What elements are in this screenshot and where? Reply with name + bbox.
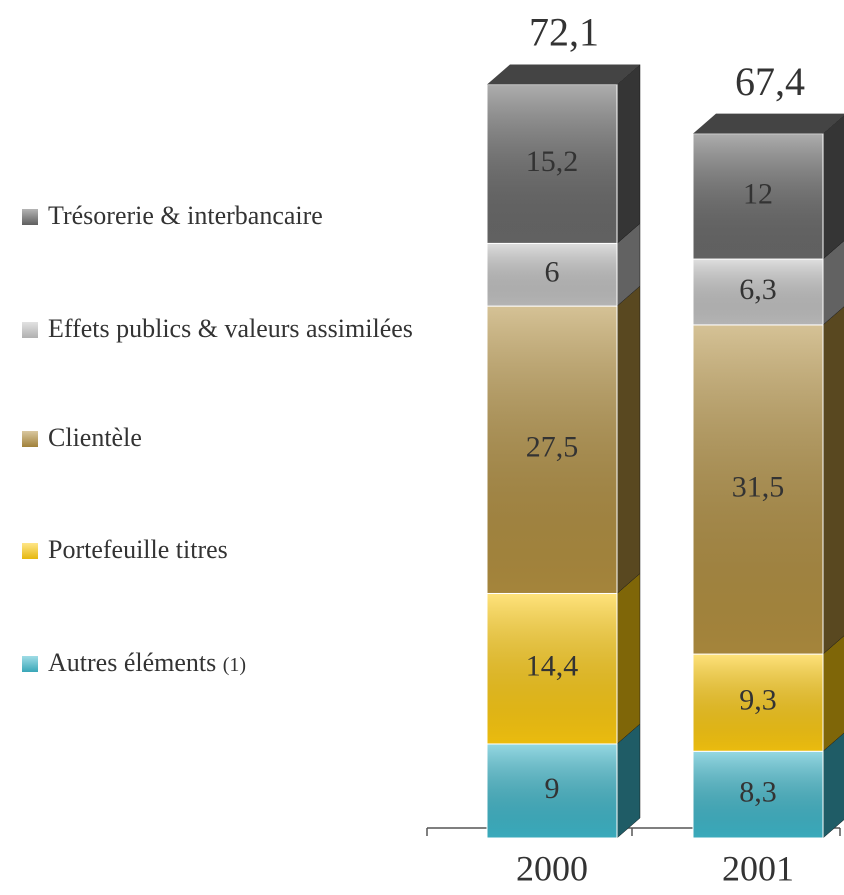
- bar-shade: [692, 653, 824, 752]
- legend-swatch: [22, 656, 38, 672]
- bar-shade: [486, 743, 618, 839]
- total-label: 67,4: [735, 59, 805, 104]
- data-label: 6,3: [739, 273, 777, 306]
- data-label: 9: [545, 772, 560, 805]
- data-label: 12: [743, 177, 773, 210]
- legend-label: Trésorerie & interbancaire: [48, 197, 428, 234]
- bar-side-shadow: [823, 306, 844, 655]
- data-label: 8,3: [739, 776, 777, 809]
- bar-side-shadow: [617, 573, 640, 744]
- bar-shade: [486, 305, 618, 594]
- bar-side-shadow: [823, 115, 844, 260]
- bar-shade: [486, 592, 618, 745]
- bar-side-shadow: [823, 733, 844, 838]
- data-label: 15,2: [526, 145, 579, 178]
- data-label: 31,5: [732, 470, 785, 503]
- data-label: 6: [545, 256, 560, 289]
- bar-side-shadow: [617, 723, 640, 838]
- x-tick-label: 2000: [516, 848, 588, 888]
- bar-shade: [692, 324, 824, 655]
- bar-side-shadow: [823, 635, 844, 752]
- legend-label: Clientèle: [48, 419, 428, 456]
- data-label: 9,3: [739, 684, 777, 717]
- data-label: 14,4: [526, 650, 579, 683]
- bar-shade: [692, 258, 824, 326]
- legend-text: Effets publics & valeurs assimilées: [48, 314, 413, 343]
- legend-text: Autres éléments: [48, 648, 217, 677]
- legend-label: Autres éléments (1): [48, 644, 428, 684]
- total-label: 72,1: [529, 10, 599, 55]
- bar-shade: [486, 242, 618, 307]
- data-label: 27,5: [526, 431, 579, 464]
- legend-swatch: [22, 431, 38, 447]
- bar-side-shadow: [617, 223, 640, 307]
- bar-side-shadow: [823, 240, 844, 325]
- bar-shade: [486, 84, 618, 244]
- x-tick-label: 2001: [722, 848, 794, 888]
- legend-swatch: [22, 322, 38, 338]
- legend-label: Portefeuille titres: [48, 531, 428, 568]
- legend-label: Effets publics & valeurs assimilées: [48, 310, 428, 347]
- bar-top: [693, 113, 844, 134]
- legend-text: Clientèle: [48, 423, 142, 452]
- bar-shade: [692, 133, 824, 260]
- bar-side-shadow: [617, 64, 640, 244]
- legend-text: Trésorerie & interbancaire: [48, 201, 323, 230]
- legend-swatch: [22, 543, 38, 559]
- bar-top: [487, 64, 640, 85]
- bar-side-shadow: [617, 286, 640, 594]
- legend-text: Portefeuille titres: [48, 535, 228, 564]
- legend-note: (1): [222, 654, 247, 676]
- bar-shade: [692, 750, 824, 839]
- legend-swatch: [22, 209, 38, 225]
